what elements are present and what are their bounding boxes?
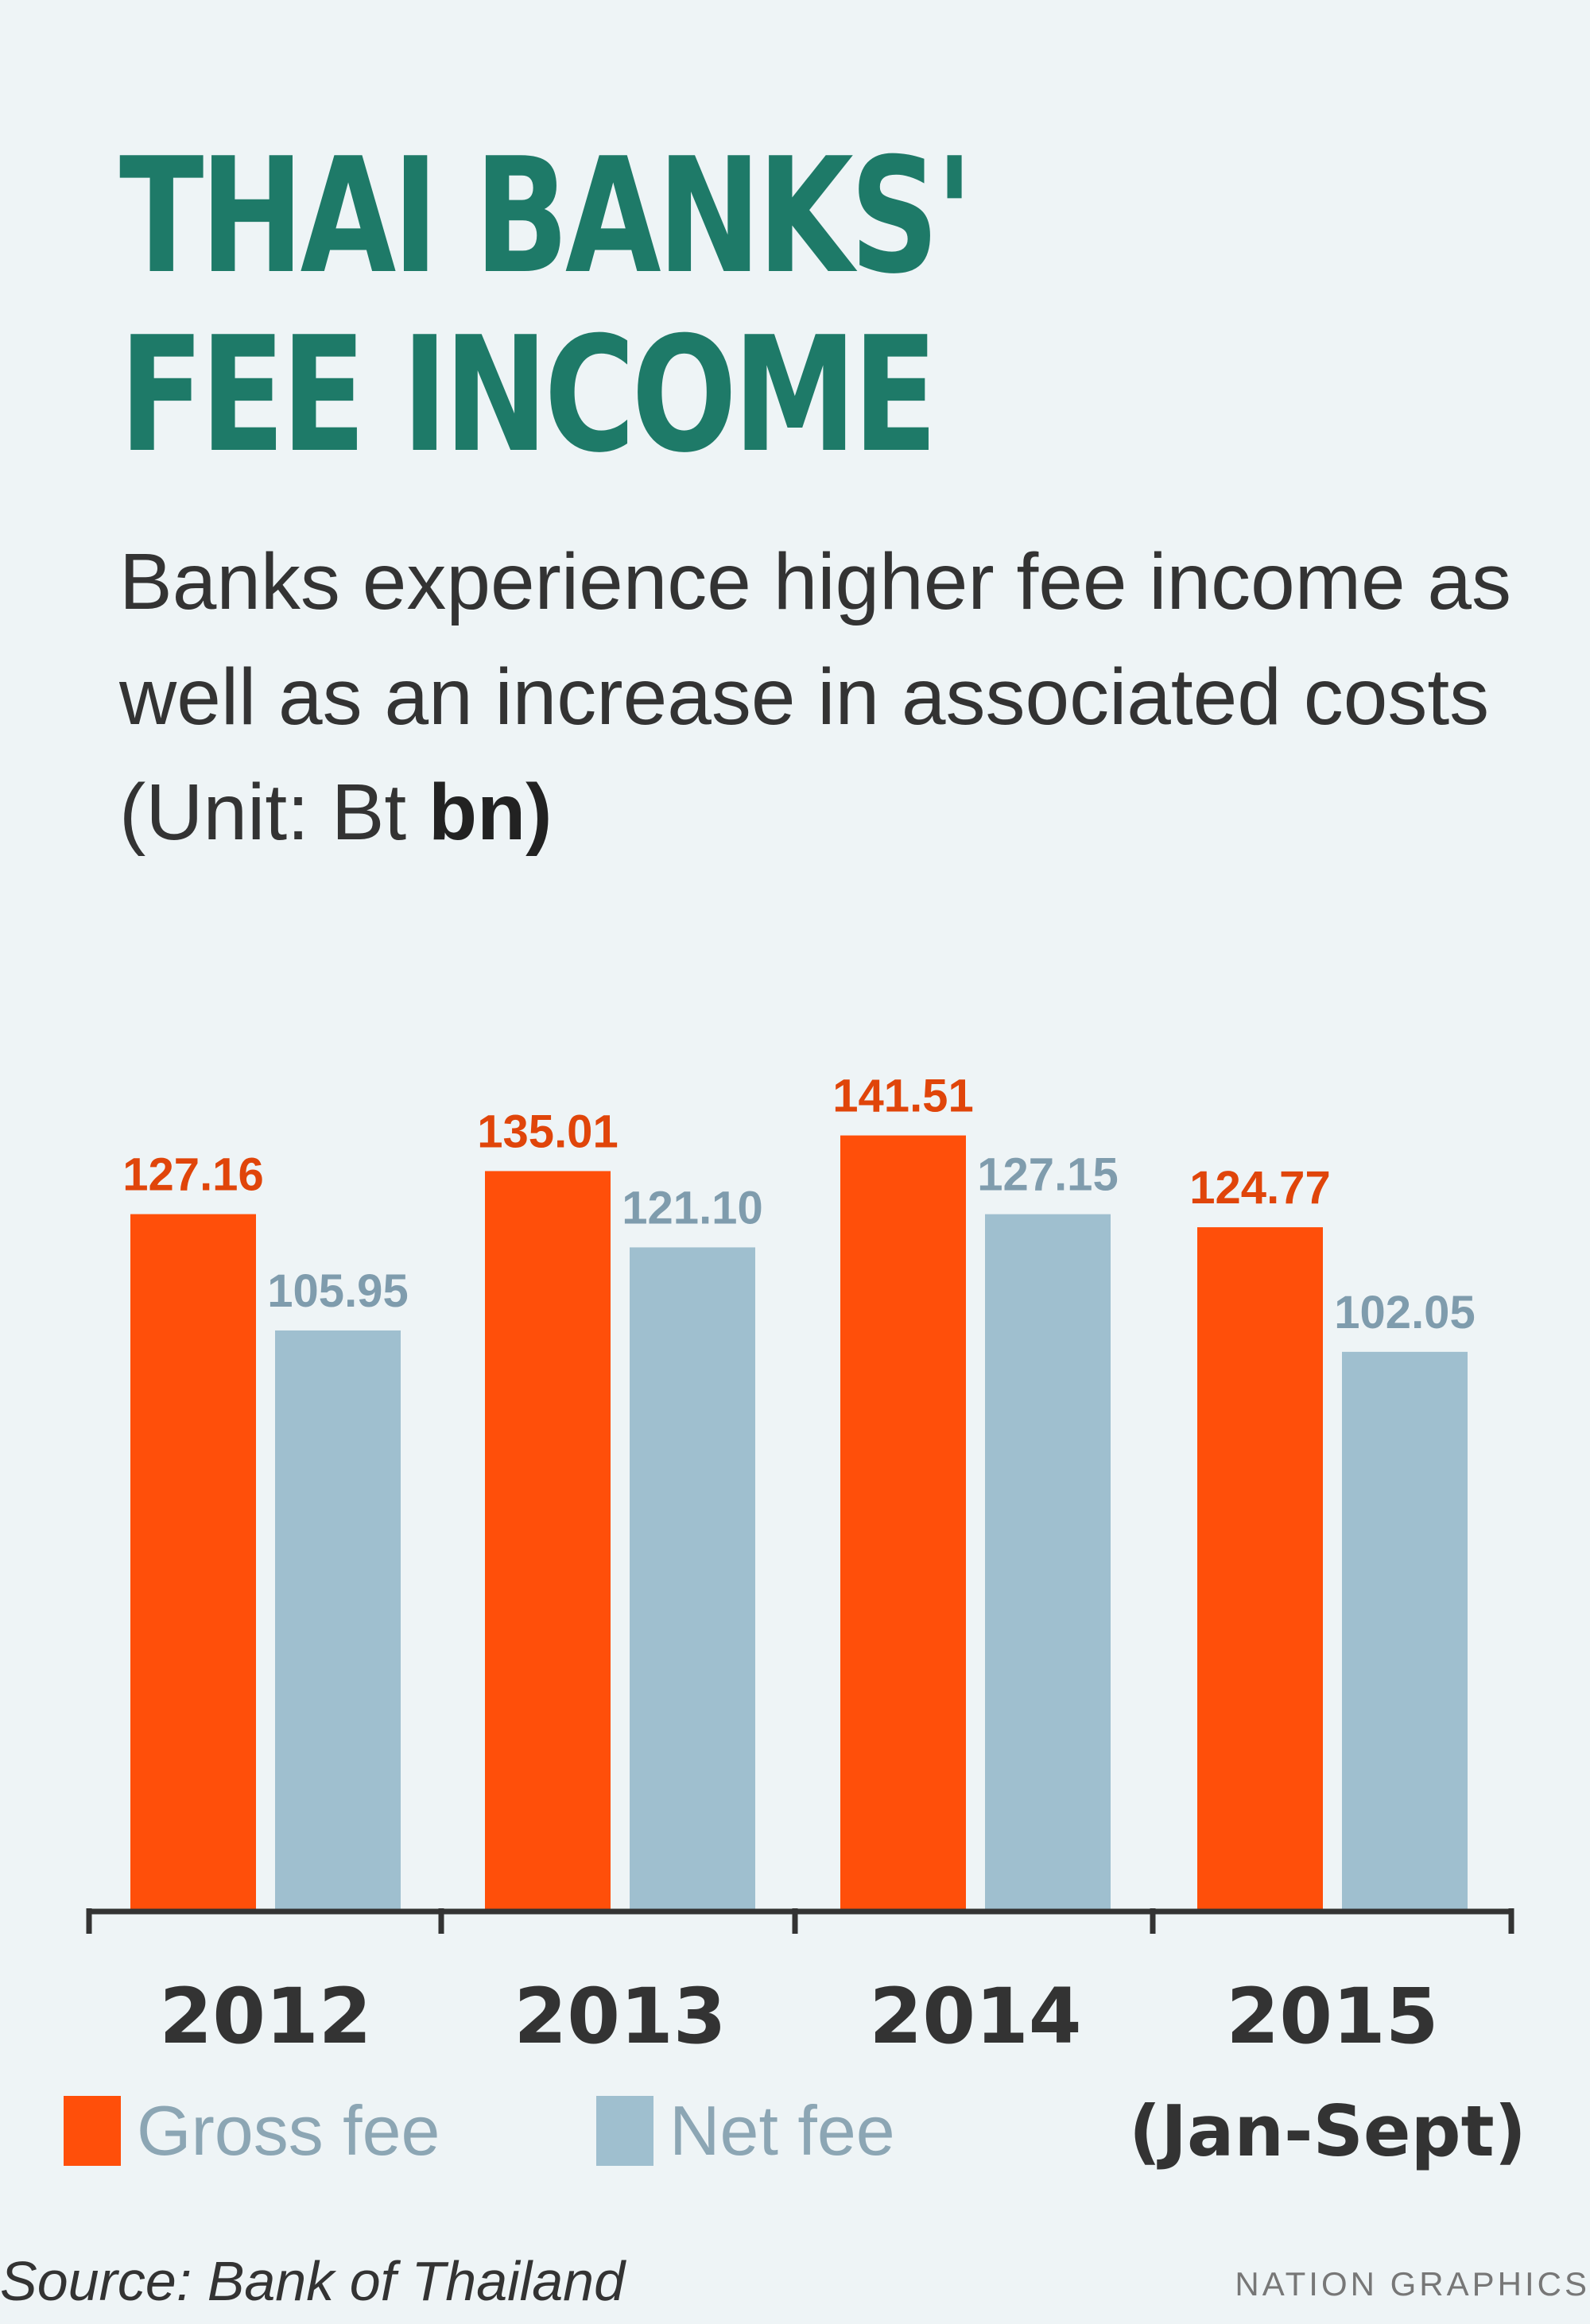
legend-swatch-gross	[64, 2096, 121, 2166]
bar-gross-2015	[1197, 1227, 1323, 1911]
legend-label-net: Net fee	[669, 2091, 895, 2170]
bar-gross-2014	[840, 1135, 966, 1911]
subtitle-text: Banks experience higher fee income as we…	[119, 537, 1512, 857]
legend-item-gross: Gross fee	[64, 2090, 440, 2171]
title-line-2: FEE INCOME	[119, 303, 937, 488]
data-label-gross-2015: 124.77	[1189, 1162, 1330, 1214]
subtitle-unit: bn)	[428, 768, 553, 857]
legend-label-gross: Gross fee	[137, 2091, 440, 2170]
legend-item-net: Net fee	[596, 2090, 895, 2171]
data-label-net-2014: 127.15	[977, 1149, 1118, 1201]
data-label-gross-2012: 127.16	[122, 1149, 263, 1201]
year-note: (Jan-Sept)	[1129, 2090, 1526, 2172]
bar-gross-2013	[485, 1171, 611, 1911]
data-label-net-2012: 105.95	[267, 1265, 408, 1317]
source: Source: Bank of Thailand	[0, 2250, 626, 2312]
bar-gross-2012	[130, 1214, 256, 1911]
legend-swatch-net	[596, 2096, 653, 2166]
credit: NATION GRAPHICS	[1235, 2265, 1590, 2303]
chart-title: THAI BANKS' FEE INCOME	[119, 124, 973, 488]
data-label-net-2015: 102.05	[1334, 1287, 1475, 1338]
chart-subtitle: Banks experience higher fee income as we…	[119, 525, 1550, 870]
bar-net-2014	[985, 1214, 1111, 1911]
bar-net-2012	[275, 1330, 401, 1911]
data-label-net-2013: 121.10	[622, 1182, 762, 1234]
x-tick-label-2015: 2015	[1226, 1972, 1438, 2061]
bar-net-2013	[630, 1247, 755, 1911]
data-label-gross-2013: 135.01	[477, 1106, 618, 1157]
x-tick-label-2014: 2014	[869, 1972, 1081, 2061]
x-tick-label-2012: 2012	[159, 1972, 371, 2061]
data-label-gross-2014: 141.51	[832, 1071, 973, 1122]
x-tick-label-2013: 2013	[514, 1972, 726, 2061]
title-line-1: THAI BANKS'	[119, 124, 973, 309]
bar-net-2015	[1342, 1351, 1468, 1911]
